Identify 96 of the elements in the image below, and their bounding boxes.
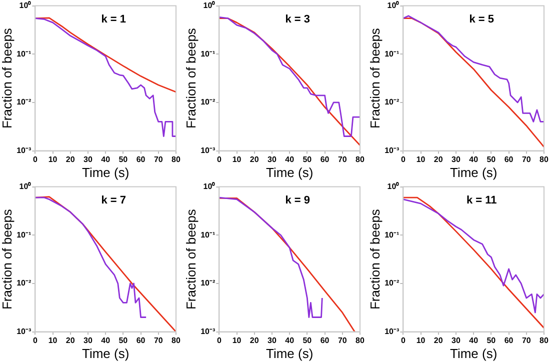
x-tick-label: 70 (522, 336, 532, 345)
y-tick-label: 10⁰ (19, 182, 32, 192)
x-tick-label: 80 (540, 336, 549, 345)
x-tick-label: 80 (356, 154, 365, 164)
y-axis-title: Fraction of beeps (0, 208, 14, 310)
x-tick-label: 10 (232, 336, 242, 345)
y-tick-label: 10⁻² (200, 98, 216, 107)
x-tick-label: 50 (302, 154, 312, 164)
y-tick-label: 10⁰ (203, 1, 216, 10)
text: k = 11 (466, 194, 497, 206)
y-tick-label: 10⁻² (384, 278, 400, 288)
x-tick-label: 10 (232, 154, 242, 164)
y-tick-label: 10⁰ (387, 1, 400, 10)
y-tick-label: 10⁰ (19, 1, 32, 10)
y-tick-label: 10⁰ (203, 182, 216, 192)
x-tick-label: 50 (118, 336, 128, 345)
x-tick-label: 50 (486, 154, 496, 164)
text: k = 7 (101, 194, 126, 206)
x-tick-label: 40 (101, 154, 111, 164)
x-tick-label: 60 (504, 154, 514, 164)
x-axis-title: Time (s) (82, 164, 130, 180)
y-tick-label: 10⁻¹ (16, 49, 32, 58)
x-tick-label: 20 (66, 336, 76, 345)
x-tick-label: 20 (250, 154, 260, 164)
x-tick-label: 70 (522, 154, 532, 164)
y-tick-label: 10⁻¹ (200, 49, 216, 58)
x-tick-label: 0 (216, 336, 222, 345)
y-axis-title: Fraction of beeps (183, 28, 198, 129)
y-tick-label: 10⁻² (16, 98, 32, 107)
y-tick-label: 10⁻² (16, 278, 32, 288)
x-tick-label: 70 (154, 336, 164, 345)
x-tick-label: 60 (504, 336, 514, 345)
x-tick-label: 0 (400, 154, 406, 164)
y-axis-title: Fraction of beeps (367, 208, 382, 310)
y-axis-title: Fraction of beeps (183, 208, 198, 310)
x-axis-title: Time (s) (266, 164, 314, 180)
x-tick-label: 40 (469, 336, 479, 345)
y-tick-label: 10⁻¹ (384, 49, 400, 58)
x-tick-label: 40 (285, 154, 295, 164)
x-tick-label: 0 (400, 336, 406, 345)
x-tick-label: 20 (434, 336, 444, 345)
x-tick-label: 60 (136, 154, 146, 164)
y-tick-label: 10⁰ (387, 182, 400, 192)
x-tick-label: 40 (101, 336, 111, 345)
x-axis-title: Time (s) (266, 346, 314, 361)
x-tick-label: 50 (486, 336, 496, 345)
y-tick-label: 10⁻¹ (384, 230, 400, 240)
y-tick-label: 10⁻² (200, 278, 216, 288)
x-tick-label: 60 (136, 336, 146, 345)
x-tick-label: 20 (250, 336, 260, 345)
text: k = 9 (285, 194, 310, 206)
x-tick-label: 70 (338, 154, 348, 164)
x-tick-label: 10 (416, 154, 426, 164)
x-tick-label: 50 (302, 336, 312, 345)
x-tick-label: 40 (469, 154, 479, 164)
x-tick-label: 0 (216, 154, 222, 164)
x-tick-label: 10 (48, 154, 58, 164)
x-tick-label: 70 (338, 336, 348, 345)
text: k = 5 (469, 13, 494, 26)
x-tick-label: 50 (118, 154, 128, 164)
x-tick-label: 70 (154, 154, 164, 164)
y-tick-label: 10⁻³ (200, 146, 216, 156)
x-axis-title: Time (s) (82, 346, 130, 361)
x-tick-label: 30 (84, 336, 93, 345)
x-tick-label: 20 (66, 154, 76, 164)
x-tick-label: 30 (84, 154, 93, 164)
x-axis-title: Time (s) (450, 164, 498, 180)
x-tick-label: 20 (434, 154, 444, 164)
x-tick-label: 80 (356, 336, 365, 345)
x-tick-label: 30 (452, 336, 461, 345)
x-tick-label: 60 (320, 154, 330, 164)
y-tick-label: 10⁻³ (200, 327, 216, 336)
x-tick-label: 0 (32, 336, 38, 345)
x-tick-label: 10 (416, 336, 426, 345)
x-tick-label: 30 (268, 154, 277, 164)
text: k = 1 (101, 13, 126, 26)
x-tick-label: 30 (268, 336, 277, 345)
x-tick-label: 80 (540, 154, 549, 164)
y-tick-label: 10⁻³ (384, 146, 400, 156)
y-axis-title: Fraction of beeps (0, 28, 14, 129)
y-tick-label: 10⁻³ (384, 327, 400, 336)
y-tick-label: 10⁻¹ (16, 230, 32, 240)
x-tick-label: 10 (48, 336, 58, 345)
x-tick-label: 40 (285, 336, 295, 345)
y-tick-label: 10⁻³ (16, 327, 32, 336)
y-axis-title: Fraction of beeps (367, 28, 382, 129)
y-tick-label: 10⁻¹ (200, 230, 216, 240)
x-tick-label: 30 (452, 154, 461, 164)
text: k = 3 (285, 13, 310, 26)
x-tick-label: 80 (172, 336, 181, 345)
x-tick-label: 60 (320, 336, 330, 345)
x-tick-label: 0 (32, 154, 38, 164)
x-axis-title: Time (s) (450, 346, 498, 361)
x-tick-label: 80 (172, 154, 181, 164)
y-tick-label: 10⁻³ (16, 146, 32, 156)
y-tick-label: 10⁻² (384, 98, 400, 107)
